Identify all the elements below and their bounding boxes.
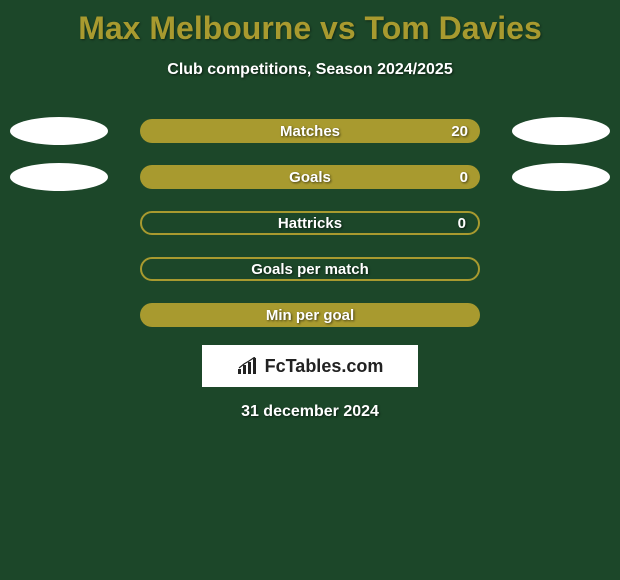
stat-label: Goals per match bbox=[251, 261, 369, 278]
stat-value: 20 bbox=[451, 123, 468, 140]
player-right-ellipse bbox=[512, 163, 610, 191]
comparison-row: Hattricks 0 bbox=[0, 211, 620, 235]
stat-bar: Matches 20 bbox=[140, 119, 480, 143]
player-left-ellipse bbox=[10, 163, 108, 191]
stat-bar: Goals per match bbox=[140, 257, 480, 281]
chart-container: Max Melbourne vs Tom Davies Club competi… bbox=[0, 0, 620, 580]
comparison-row: Matches 20 bbox=[0, 119, 620, 143]
stat-label: Goals bbox=[289, 169, 331, 186]
stat-bar: Goals 0 bbox=[140, 165, 480, 189]
brand-text: FcTables.com bbox=[265, 356, 384, 377]
page-title: Max Melbourne vs Tom Davies bbox=[0, 0, 620, 47]
player-right-ellipse bbox=[512, 117, 610, 145]
stat-value: 0 bbox=[460, 169, 468, 186]
comparison-row: Goals 0 bbox=[0, 165, 620, 189]
stat-label: Hattricks bbox=[278, 215, 342, 232]
stat-value: 0 bbox=[458, 215, 466, 232]
stat-bar: Hattricks 0 bbox=[140, 211, 480, 235]
brand-badge: FcTables.com bbox=[202, 345, 418, 387]
chart-icon bbox=[237, 357, 259, 375]
footer-date: 31 december 2024 bbox=[0, 403, 620, 421]
stat-label: Matches bbox=[280, 123, 340, 140]
subtitle: Club competitions, Season 2024/2025 bbox=[0, 61, 620, 79]
stat-bar: Min per goal bbox=[140, 303, 480, 327]
player-left-ellipse bbox=[10, 117, 108, 145]
comparison-row: Min per goal bbox=[0, 303, 620, 327]
comparison-rows: Matches 20 Goals 0 Hattricks 0 Goals per match… bbox=[0, 119, 620, 327]
stat-label: Min per goal bbox=[266, 307, 354, 324]
comparison-row: Goals per match bbox=[0, 257, 620, 281]
